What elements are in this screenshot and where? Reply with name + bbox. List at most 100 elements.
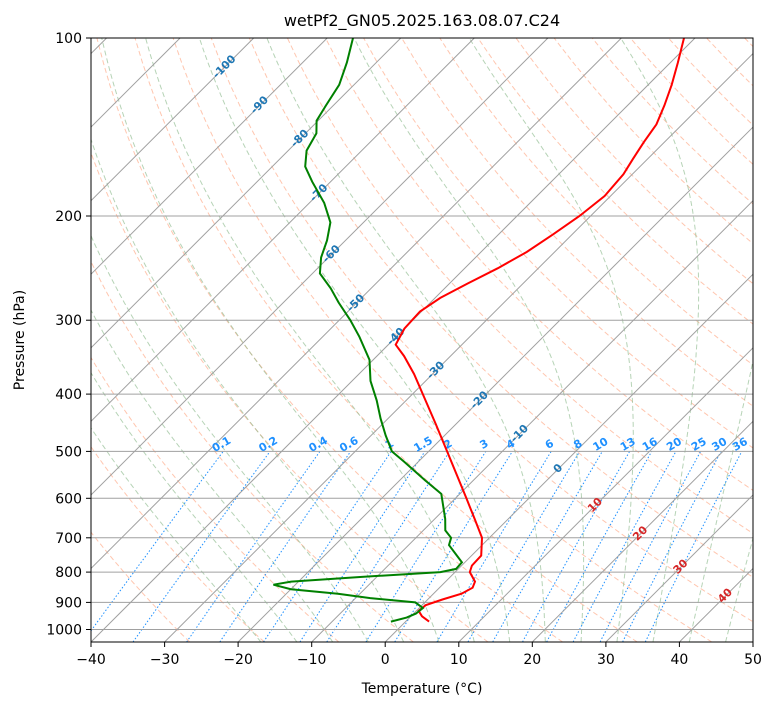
- mixing-ratio-line: [326, 451, 451, 642]
- mixing-ratio-line: [436, 451, 552, 642]
- moist-adiabat-line: [91, 234, 369, 642]
- mixing-ratio-line: [622, 451, 722, 642]
- dry-adiabat-line: [91, 445, 265, 642]
- mixing-ratio-line: [132, 451, 271, 642]
- chart-title: wetPf2_GN05.2025.163.08.07.C24: [284, 11, 560, 31]
- y-tick-label: 1000: [46, 623, 82, 639]
- isotherm-line: [164, 52, 753, 642]
- dewpoint-profile: [273, 38, 464, 623]
- moist-adiabat-line: [198, 38, 511, 642]
- x-tick-label: −30: [150, 652, 180, 668]
- mixing-ratio-line: [186, 451, 321, 642]
- y-tick-label: 700: [55, 531, 82, 547]
- dry-adiabat-line: [401, 38, 753, 407]
- isotherm-line: [91, 38, 328, 275]
- moist-adiabat-line: [101, 38, 440, 642]
- dry-adiabat-line: [91, 260, 414, 642]
- dry-adiabat-line: [325, 38, 753, 491]
- dry-adiabat-line: [477, 38, 753, 325]
- dry-adiabat-line: [96, 38, 563, 642]
- isotherm-line: [91, 38, 475, 423]
- mixing-ratio-line: [91, 451, 224, 632]
- dry-adiabat-line: [591, 38, 753, 205]
- y-axis: 100 200 300 400 500 600 700 800 900 1000: [46, 31, 91, 639]
- moist-adiabat-line: [266, 38, 546, 642]
- dry-adiabat-line: [91, 356, 340, 642]
- x-tick-label: 30: [597, 652, 615, 668]
- isotherm-line: [237, 126, 753, 642]
- mixing-ratio-line: [546, 451, 653, 642]
- dry-adiabat-line: [706, 38, 753, 87]
- moist-adiabat-line: [468, 38, 634, 642]
- dry-adiabat-line: [210, 38, 753, 623]
- mixing-ratio-label: 6: [543, 437, 556, 452]
- dry-adiabat-line: [248, 38, 753, 578]
- x-tick-label: 20: [523, 652, 541, 668]
- mixing-ratio-line: [572, 451, 677, 642]
- x-tick-label: 0: [381, 652, 390, 668]
- mixing-ratio-line: [522, 451, 631, 642]
- sounding-profiles: [273, 38, 685, 623]
- y-tick-label: 400: [55, 387, 82, 403]
- y-tick-label: 800: [55, 565, 82, 581]
- isotherm-line: [384, 273, 753, 642]
- mixing-ratio-line: [599, 451, 702, 642]
- plot-frame: [90, 37, 754, 643]
- dry-adiabat-line: [172, 38, 713, 642]
- mixing-ratio-line: [219, 451, 352, 642]
- isotherm-line: [91, 38, 549, 496]
- moist-adiabat-line: [91, 371, 298, 642]
- moist-adiabat-line: [620, 38, 700, 642]
- x-tick-label: 40: [670, 652, 688, 668]
- dry-adiabat-line: [134, 38, 638, 642]
- y-tick-label: 100: [55, 31, 82, 47]
- y-tick-label: 600: [55, 491, 82, 507]
- y-tick-label: 500: [55, 444, 82, 460]
- isotherm-line: [679, 567, 753, 642]
- dry-adiabat-line: [744, 38, 753, 48]
- background-line-labels: 0.1 0.2 0.4 0.6 1 1.5 2 3 4 6 8 10 13 16 20 25 30 36-100-…: [210, 52, 750, 605]
- isotherm-line: [752, 641, 753, 642]
- moist-adiabat-line: [353, 38, 585, 642]
- moist-adiabat-line: [145, 38, 475, 642]
- temperature-profile: [394, 38, 685, 623]
- x-axis: −40 −30 −20 −10 0 10 20 30 40 50: [76, 642, 762, 668]
- moist-adiabat-line: [688, 358, 753, 642]
- isotherm-line: [531, 420, 753, 642]
- dry-adiabat-line: [553, 38, 753, 245]
- mixing-ratio-line: [365, 451, 487, 642]
- isotherm-line: [605, 494, 753, 642]
- y-axis-label: Pressure (hPa): [12, 290, 28, 390]
- dry-adiabat-line: [91, 531, 191, 642]
- isotherm-line: [458, 347, 753, 642]
- x-tick-label: −20: [223, 652, 253, 668]
- x-axis-label: Temperature (°C): [361, 681, 483, 697]
- x-tick-label: 10: [450, 652, 468, 668]
- mixing-ratio-label: 3: [477, 437, 490, 452]
- moist-adiabat-line: [91, 427, 262, 642]
- x-tick-label: 50: [744, 652, 762, 668]
- y-tick-label: 300: [55, 313, 82, 329]
- dry-adiabat-line: [91, 151, 489, 642]
- mixing-ratio-line: [394, 451, 513, 642]
- moist-adiabat-line: [725, 536, 753, 642]
- isotherm-line: [91, 38, 255, 202]
- isotherm-line: [91, 38, 696, 642]
- moist-adiabat-line: [91, 137, 405, 642]
- background-lines: [91, 38, 753, 642]
- y-tick-label: 900: [55, 595, 82, 611]
- isotherm-line: [311, 199, 753, 642]
- mixing-ratio-line: [299, 451, 426, 642]
- dry-adiabat-line: [363, 38, 753, 449]
- isotherm-line: [91, 38, 402, 349]
- dry-adiabat-line: [668, 38, 753, 126]
- x-tick-label: −10: [297, 652, 327, 668]
- isotherm-line: [91, 38, 622, 570]
- moist-adiabat-line: [91, 309, 334, 642]
- y-tick-label: 200: [55, 209, 82, 225]
- x-tick-label: −40: [76, 652, 106, 668]
- dry-adiabat-line: [515, 38, 753, 285]
- mixing-ratio-line: [263, 451, 392, 642]
- mixing-ratio-line: [644, 451, 743, 642]
